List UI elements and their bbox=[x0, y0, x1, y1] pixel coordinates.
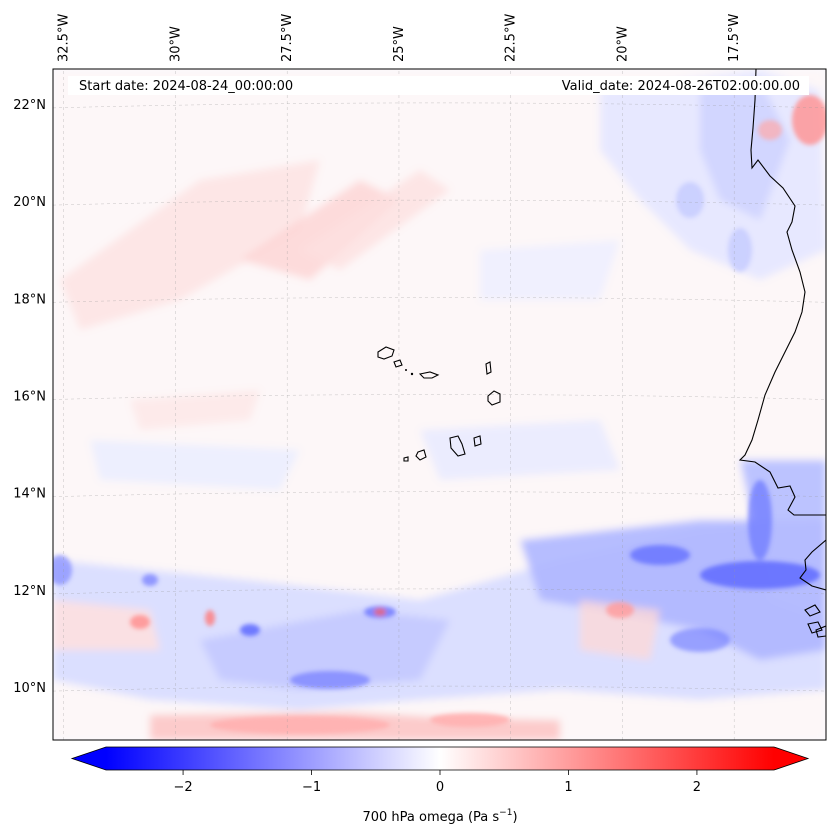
longitude-tick-label: 17.5°W bbox=[727, 14, 742, 62]
start-date-label: Start date: 2024-08-24_00:00:00 bbox=[79, 79, 293, 94]
cape-verde-santo-antao bbox=[377, 346, 395, 360]
cape-verde-boa-vista bbox=[487, 390, 501, 406]
colorbar-tick-label: −2 bbox=[173, 780, 192, 795]
latitude-tick-label: 10°N bbox=[13, 681, 46, 696]
colorbar-body bbox=[106, 747, 774, 770]
longitude-tick-labels: 32.5°W 30°W 27.5°W 25°W 22.5°W 20°W 17.5°W bbox=[57, 14, 743, 62]
longitude-tick-label: 20°W bbox=[615, 26, 630, 62]
latitude-tick-label: 20°N bbox=[13, 195, 46, 210]
colorbar-outline bbox=[70, 746, 810, 771]
colorbar-high-extension bbox=[774, 747, 808, 770]
parallel-gridline bbox=[53, 588, 826, 595]
africa-coastline-south bbox=[799, 539, 826, 591]
cape-verde-sao-vicente bbox=[393, 359, 403, 368]
parallel-gridline bbox=[53, 102, 826, 109]
cape-verde-sao-nicolau bbox=[418, 371, 440, 379]
longitude-tick-label: 25°W bbox=[392, 26, 407, 62]
colorbar-tick-label: 2 bbox=[693, 780, 701, 795]
omega-field bbox=[53, 69, 826, 740]
parallel-gridline bbox=[53, 199, 826, 206]
map-panel: Start date: 2024-08-24_00:00:00 Valid_da… bbox=[52, 68, 827, 741]
latitude-tick-label: 16°N bbox=[13, 390, 46, 405]
map-frame bbox=[52, 68, 827, 741]
parallel-gridline bbox=[53, 491, 826, 497]
africa-coastline bbox=[738, 69, 826, 516]
coastlines bbox=[377, 69, 826, 638]
colorbar-tick-label: 0 bbox=[436, 780, 444, 795]
valid-date-label: Valid_date: 2024-08-26T02:00:00.00 bbox=[562, 79, 800, 94]
colorbar-tick-label: −1 bbox=[302, 780, 321, 795]
cape-verde-maio bbox=[473, 435, 482, 447]
longitude-tick-label: 22.5°W bbox=[504, 14, 519, 62]
latitude-tick-label: 22°N bbox=[13, 98, 46, 113]
cape-verde-islets bbox=[405, 369, 414, 376]
colorbar-ticks: −2 −1 0 1 2 bbox=[173, 770, 701, 795]
latitude-tick-labels: 22°N 20°N 18°N 16°N 14°N 12°N 10°N bbox=[13, 98, 46, 696]
longitude-tick-label: 30°W bbox=[168, 26, 183, 62]
colorbar-tick-label: 1 bbox=[564, 780, 572, 795]
colorbar: −2 −1 0 1 2 700 hPa omega (Pa s−1) bbox=[70, 746, 810, 825]
latitude-tick-label: 14°N bbox=[13, 487, 46, 502]
info-banner bbox=[68, 76, 809, 95]
parallel-gridline bbox=[53, 297, 826, 303]
parallel-gridline bbox=[53, 685, 826, 692]
cape-verde-brava bbox=[403, 456, 409, 462]
longitude-tick-label: 32.5°W bbox=[57, 14, 72, 62]
cape-verde-fogo bbox=[415, 449, 427, 461]
gridlines bbox=[53, 69, 826, 740]
bijagos-islands bbox=[804, 604, 826, 638]
colorbar-title: 700 hPa omega (Pa s−1) bbox=[362, 808, 517, 825]
cape-verde-sal bbox=[485, 361, 492, 375]
latitude-tick-label: 18°N bbox=[13, 292, 46, 307]
cape-verde-santiago bbox=[449, 435, 466, 457]
colorbar-low-extension bbox=[72, 747, 106, 770]
parallel-gridline bbox=[53, 394, 826, 400]
longitude-tick-label: 27.5°W bbox=[280, 14, 295, 62]
latitude-tick-label: 12°N bbox=[13, 584, 46, 599]
